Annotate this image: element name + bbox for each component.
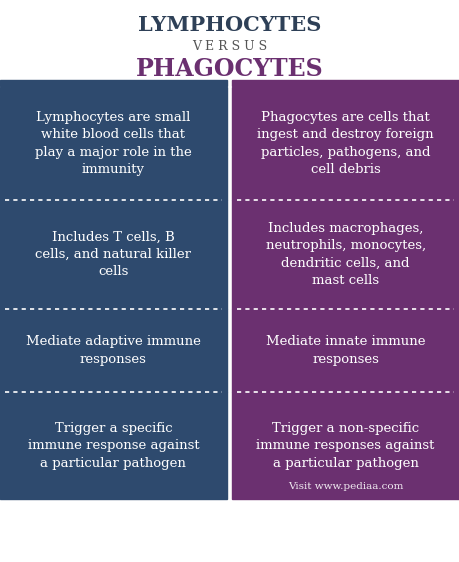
Text: Mediate innate immune
responses: Mediate innate immune responses: [266, 336, 425, 366]
Text: Trigger a non-specific
immune responses against
a particular pathogen: Trigger a non-specific immune responses …: [257, 422, 435, 470]
Text: Phagocytes are cells that
ingest and destroy foreign
particles, pathogens, and
c: Phagocytes are cells that ingest and des…: [257, 111, 434, 176]
Bar: [232, 87, 459, 200]
Text: Visit www.pediaa.com: Visit www.pediaa.com: [288, 482, 403, 491]
Bar: [232, 309, 459, 392]
Bar: [0, 0, 459, 87]
Bar: [0, 87, 227, 200]
Text: Includes T cells, B
cells, and natural killer
cells: Includes T cells, B cells, and natural k…: [35, 230, 191, 278]
Bar: [232, 80, 459, 86]
Text: V E R S U S: V E R S U S: [192, 39, 267, 53]
Text: Mediate adaptive immune
responses: Mediate adaptive immune responses: [26, 336, 201, 366]
Text: Includes macrophages,
neutrophils, monocytes,
dendritic cells, and
mast cells: Includes macrophages, neutrophils, monoc…: [266, 221, 425, 287]
Text: Trigger a specific
immune response against
a particular pathogen: Trigger a specific immune response again…: [28, 422, 199, 470]
Bar: [0, 200, 227, 309]
Bar: [0, 392, 227, 499]
Text: Lymphocytes are small
white blood cells that
play a major role in the
immunity: Lymphocytes are small white blood cells …: [35, 111, 192, 176]
Text: LYMPHOCYTES: LYMPHOCYTES: [138, 15, 321, 35]
Bar: [0, 80, 227, 86]
Bar: [232, 200, 459, 309]
Bar: [232, 392, 459, 499]
Bar: [0, 309, 227, 392]
Text: PHAGOCYTES: PHAGOCYTES: [136, 57, 323, 80]
